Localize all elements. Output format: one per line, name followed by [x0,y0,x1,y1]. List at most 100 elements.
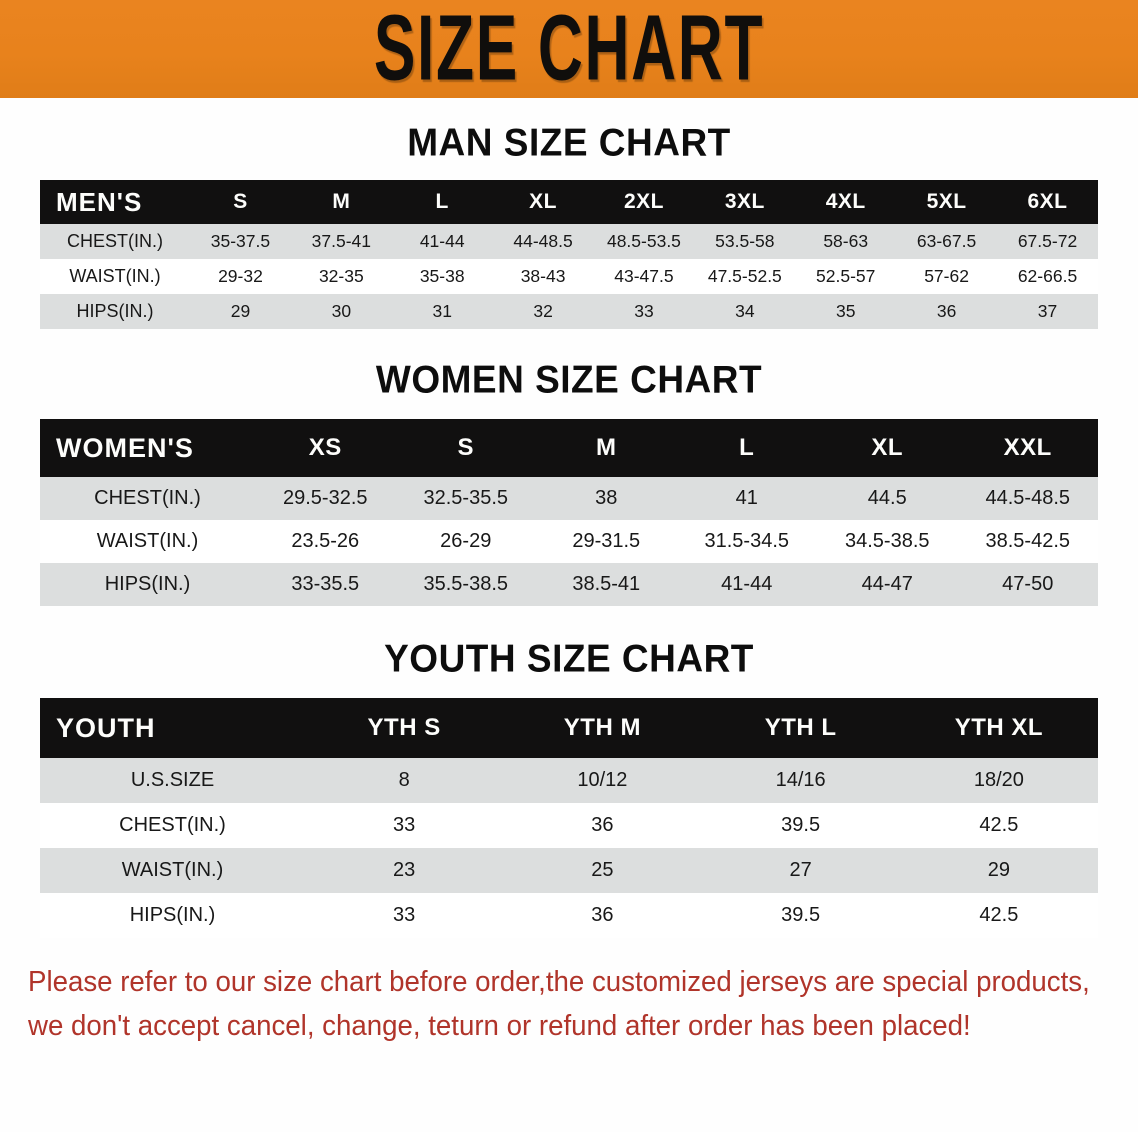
youth-table-body: U.S.SIZE 8 10/12 14/16 18/20 CHEST(IN.) 33 36 39… [40,758,1098,938]
women-column-header: XS [255,419,396,477]
man-measurement-cell: 33 [593,294,695,329]
women-table-head: WOMEN'S XS S M L XL XXL [40,419,1098,477]
man-measurement-cell: 41-44 [391,224,493,259]
women-measurement-cell: 38.5-41 [536,563,677,606]
women-measurement-cell: 38.5-42.5 [957,520,1098,563]
youth-row-label: WAIST(IN.) [40,848,305,893]
women-measurement-cell: 29.5-32.5 [255,477,396,520]
table-row: CHEST(IN.) 35-37.5 37.5-41 41-44 44-48.5 48.5… [40,224,1098,259]
table-row: WAIST(IN.) 29-32 32-35 35-38 38-43 43-47.5 47.… [40,259,1098,294]
man-measurement-cell: 36 [896,294,998,329]
youth-measurement-cell: 25 [503,848,702,893]
man-measurement-cell: 43-47.5 [593,259,695,294]
youth-measurement-cell: 36 [503,893,702,938]
women-table-corner-label: WOMEN'S [40,419,255,477]
women-column-header: L [676,419,817,477]
youth-measurement-cell: 29 [899,848,1098,893]
man-measurement-cell: 47.5-52.5 [694,259,796,294]
man-measurement-cell: 35 [795,294,897,329]
man-measurement-cell: 34 [694,294,796,329]
man-measurement-cell: 35-37.5 [190,224,291,259]
page-banner: SIZE CHART [0,0,1138,98]
youth-table-corner-label: YOUTH [40,698,305,758]
youth-row-label: CHEST(IN.) [40,803,305,848]
man-measurement-cell: 29 [190,294,291,329]
man-measurement-cell: 44-48.5 [492,224,594,259]
women-measurement-cell: 23.5-26 [255,520,396,563]
youth-column-header: YTH L [701,698,900,758]
man-measurement-cell: 38-43 [492,259,594,294]
order-disclaimer: Please refer to our size chart before or… [28,960,1090,1048]
women-column-header: S [395,419,536,477]
man-column-header: L [391,180,493,224]
man-table-wrap: MEN'S S M L XL 2XL 3XL 4XL 5XL 6XL CHEST(IN.) 35-3… [0,180,1138,329]
youth-section-title: YOUTH SIZE CHART [384,636,754,680]
women-measurement-cell: 41-44 [676,563,817,606]
man-row-label: WAIST(IN.) [40,259,191,294]
table-row: HIPS(IN.) 33-35.5 35.5-38.5 38.5-41 41-44 44-… [40,563,1098,606]
youth-measurement-cell: 36 [503,803,702,848]
man-measurement-cell: 52.5-57 [795,259,897,294]
man-measurement-cell: 32-35 [290,259,392,294]
youth-measurement-cell: 23 [305,848,504,893]
youth-table-wrap: YOUTH YTH S YTH M YTH L YTH XL U.S.SIZE 8 10/1… [0,698,1138,938]
table-row: U.S.SIZE 8 10/12 14/16 18/20 [40,758,1098,803]
women-measurement-cell: 35.5-38.5 [395,563,536,606]
youth-measurement-cell: 27 [701,848,900,893]
man-section-title: MAN SIZE CHART [407,120,731,164]
man-table-head: MEN'S S M L XL 2XL 3XL 4XL 5XL 6XL [40,180,1098,224]
women-measurement-cell: 34.5-38.5 [817,520,958,563]
youth-measurement-cell: 39.5 [701,803,900,848]
youth-row-label: HIPS(IN.) [40,893,305,938]
disclaimer-line-2: we don't accept cancel, change, teturn o… [28,1010,971,1042]
women-measurement-cell: 44.5-48.5 [957,477,1098,520]
women-table-body: CHEST(IN.) 29.5-32.5 32.5-35.5 38 41 44.5 44.5… [40,477,1098,606]
women-measurement-cell: 41 [676,477,817,520]
table-header-row: WOMEN'S XS S M L XL XXL [40,419,1098,477]
banner-title: SIZE CHART [373,0,765,98]
youth-column-header: YTH XL [899,698,1098,758]
youth-table-head: YOUTH YTH S YTH M YTH L YTH XL [40,698,1098,758]
youth-size-table: YOUTH YTH S YTH M YTH L YTH XL U.S.SIZE 8 10/1… [40,698,1098,938]
man-table-body: CHEST(IN.) 35-37.5 37.5-41 41-44 44-48.5 48.5… [40,224,1098,329]
table-row: HIPS(IN.) 33 36 39.5 42.5 [40,893,1098,938]
women-row-label: CHEST(IN.) [40,477,255,520]
man-table-corner-label: MEN'S [40,180,191,224]
women-measurement-cell: 44-47 [817,563,958,606]
table-header-row: YOUTH YTH S YTH M YTH L YTH XL [40,698,1098,758]
women-measurement-cell: 44.5 [817,477,958,520]
women-measurement-cell: 33-35.5 [255,563,396,606]
table-row: CHEST(IN.) 29.5-32.5 32.5-35.5 38 41 44.5 44.5… [40,477,1098,520]
man-column-header: 4XL [795,180,897,224]
disclaimer-line-1: Please refer to our size chart before or… [28,966,1090,998]
man-measurement-cell: 35-38 [391,259,493,294]
man-size-table: MEN'S S M L XL 2XL 3XL 4XL 5XL 6XL CHEST(IN.) 35-3… [40,180,1098,329]
man-measurement-cell: 29-32 [190,259,291,294]
man-column-header: S [190,180,291,224]
women-row-label: WAIST(IN.) [40,520,255,563]
man-measurement-cell: 30 [290,294,392,329]
women-column-header: M [536,419,677,477]
youth-column-header: YTH S [305,698,504,758]
table-row: CHEST(IN.) 33 36 39.5 42.5 [40,803,1098,848]
youth-measurement-cell: 33 [305,803,504,848]
man-column-header: 2XL [593,180,695,224]
youth-row-label: U.S.SIZE [40,758,305,803]
women-measurement-cell: 31.5-34.5 [676,520,817,563]
table-row: HIPS(IN.) 29 30 31 32 33 34 35 36 37 [40,294,1098,329]
women-column-header: XXL [957,419,1098,477]
man-measurement-cell: 31 [391,294,493,329]
youth-column-header: YTH M [503,698,702,758]
women-table-wrap: WOMEN'S XS S M L XL XXL CHEST(IN.) 29.5-32.5 32.… [0,419,1138,606]
man-column-header: M [290,180,392,224]
youth-measurement-cell: 8 [305,758,504,803]
man-measurement-cell: 37.5-41 [290,224,392,259]
women-row-label: HIPS(IN.) [40,563,255,606]
youth-measurement-cell: 18/20 [899,758,1098,803]
youth-measurement-cell: 10/12 [503,758,702,803]
man-column-header: XL [492,180,594,224]
youth-measurement-cell: 42.5 [899,893,1098,938]
women-size-table: WOMEN'S XS S M L XL XXL CHEST(IN.) 29.5-32.5 32.… [40,419,1098,606]
women-measurement-cell: 32.5-35.5 [395,477,536,520]
